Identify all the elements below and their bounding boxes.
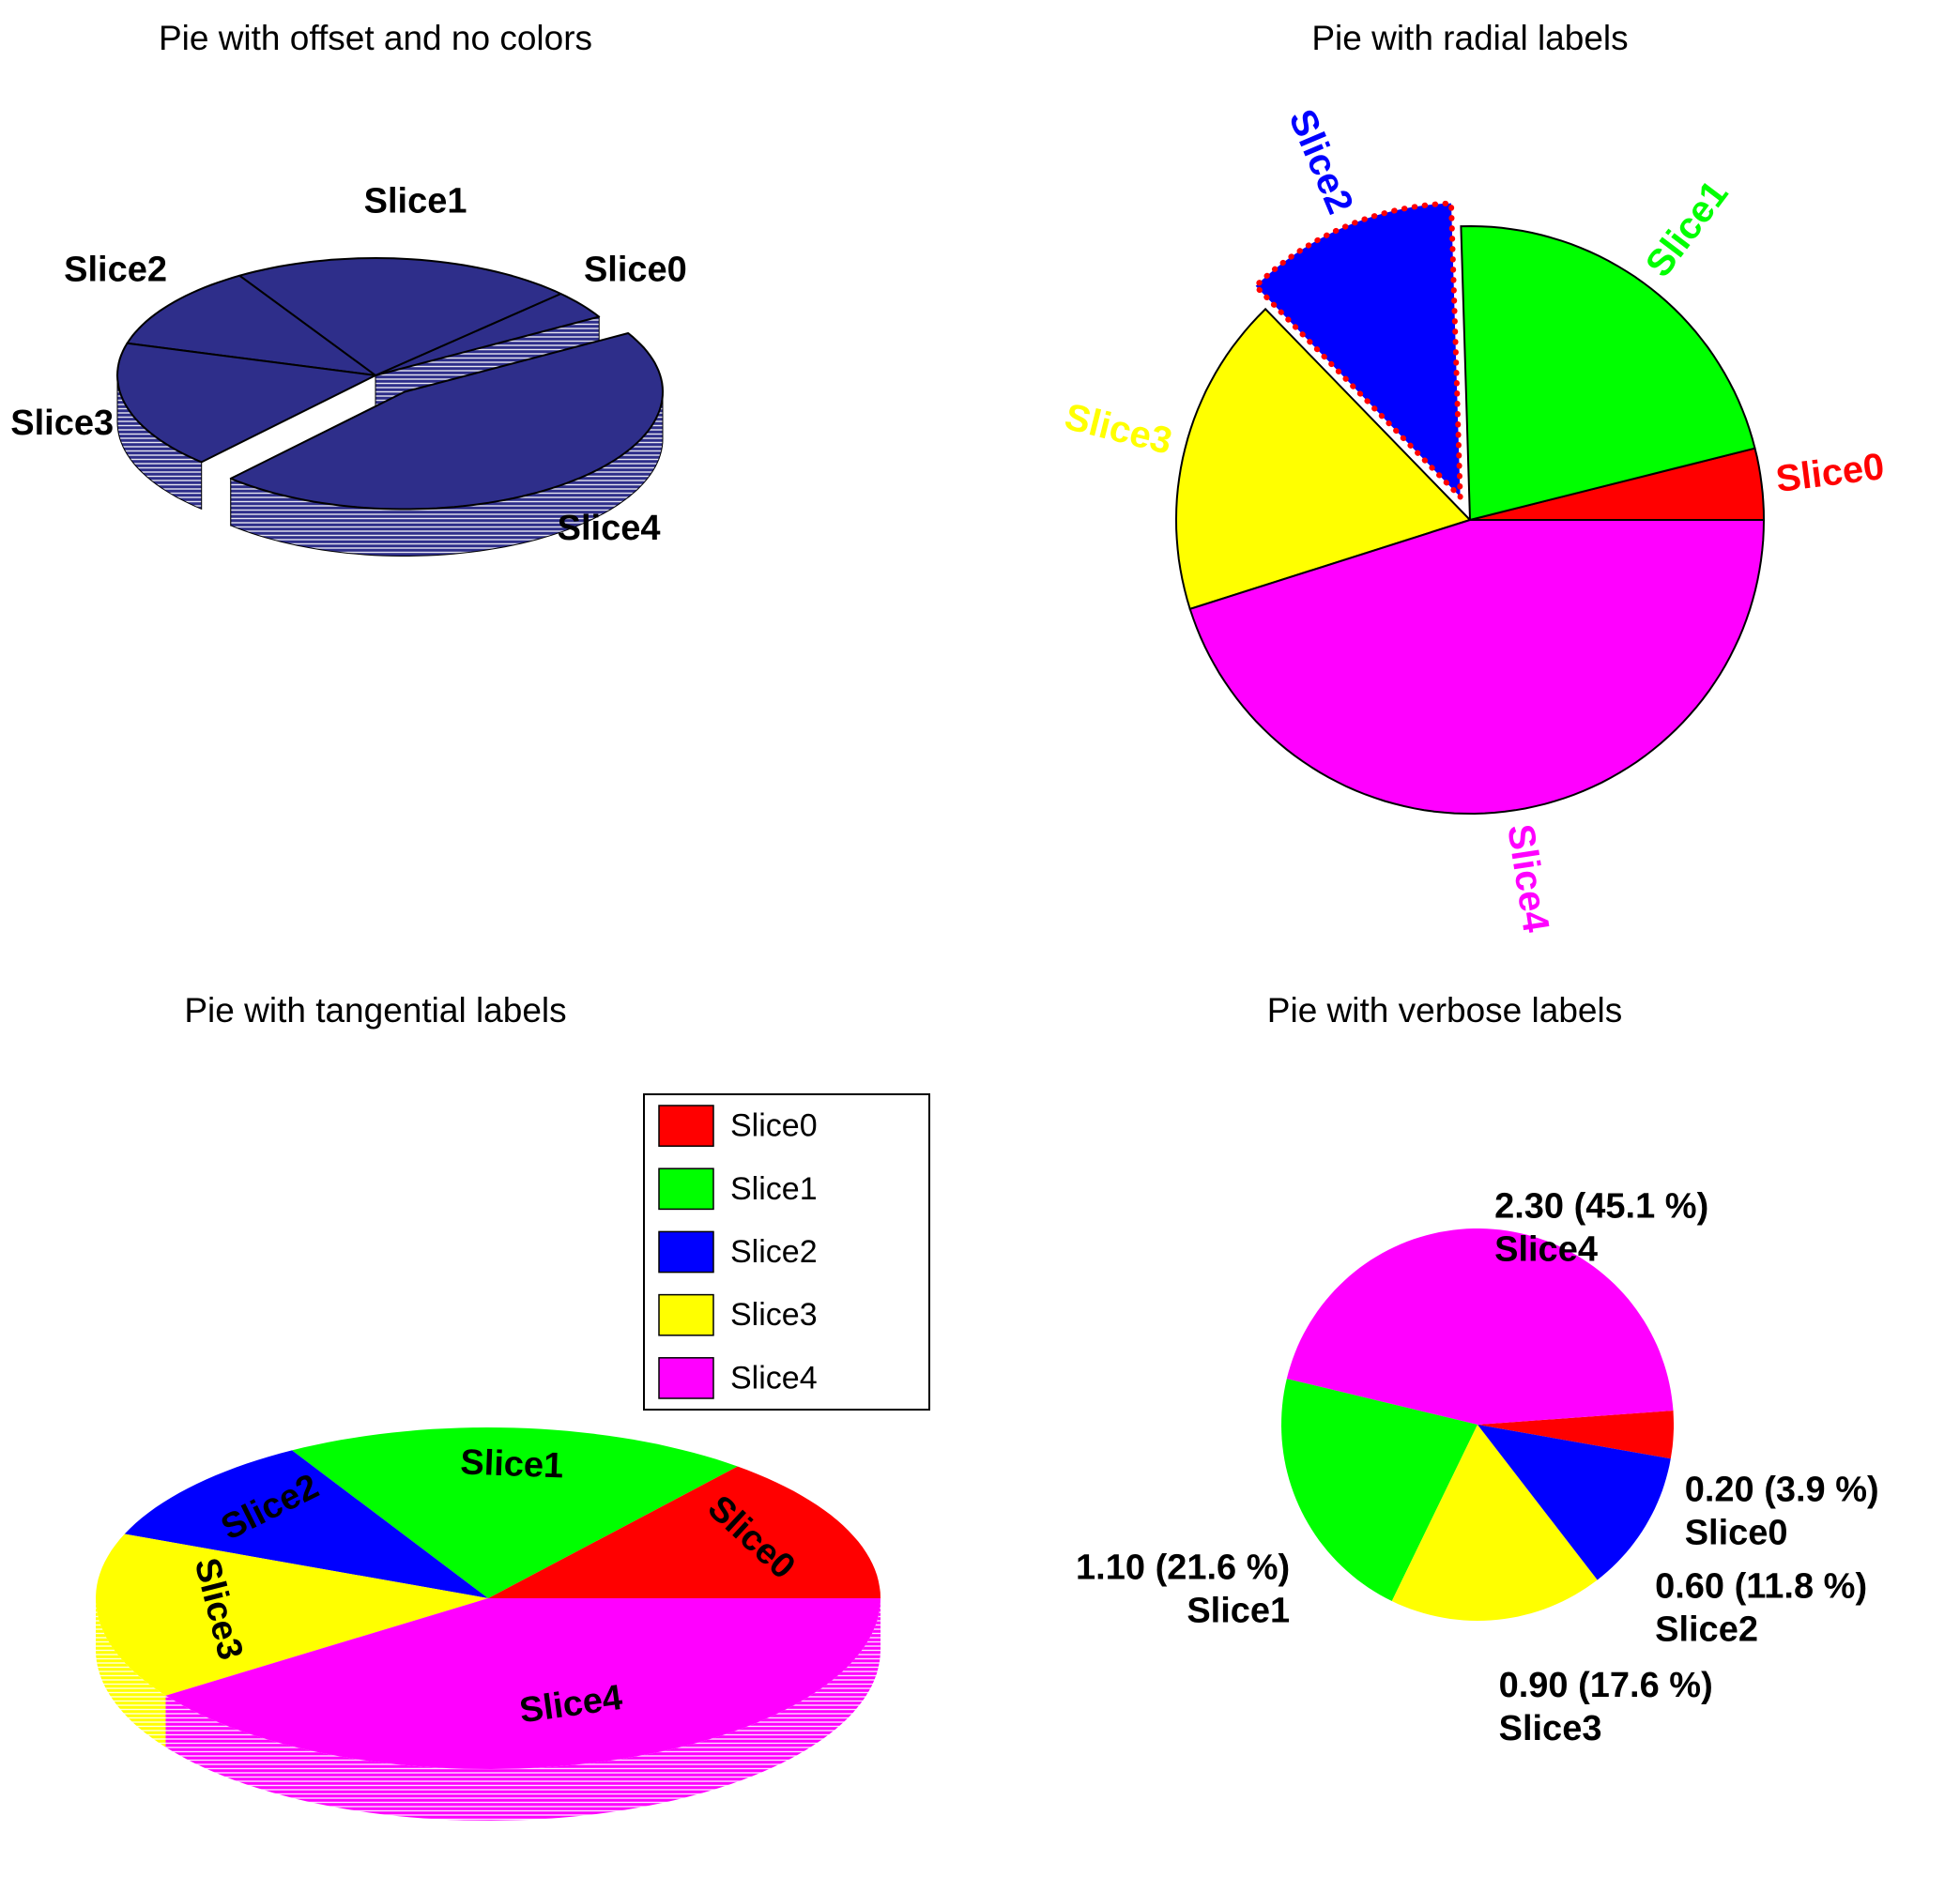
slice-label: Slice2	[64, 250, 167, 289]
pie-slice	[1188, 519, 1766, 816]
pie-slice-exploded	[229, 332, 664, 511]
slice-value-label: 0.20 (3.9 %)	[1685, 1470, 1879, 1509]
slice-label: Slice4	[558, 509, 661, 548]
slice-label: Slice4	[1494, 1230, 1598, 1270]
slice-label: Slice3	[10, 404, 114, 443]
slice-value-label: 0.90 (17.6 %)	[1499, 1666, 1713, 1705]
pie-verbose-labels-canvas: 0.20 (3.9 %) Slice0 1.10 (21.6 %) Slice1 0.6…	[1076, 1187, 1879, 1748]
slice-label: Slice2	[1280, 103, 1361, 220]
legend-label: Slice1	[730, 1171, 818, 1207]
pie-offset-no-colors-canvas: Slice0 Slice1 Slice2 Slice3 Slice4	[10, 181, 687, 557]
slice-label: Slice1	[364, 181, 467, 221]
legend-swatch	[658, 1293, 714, 1336]
slice-label: Slice4	[1499, 821, 1556, 936]
pie-slice	[488, 1466, 880, 1598]
slice-label: Slice0	[584, 250, 687, 289]
slice-label: Slice1	[460, 1442, 564, 1486]
quadrant-pie-tangential-labels: Pie with tangential labels Slice0 Slice1 S…	[0, 946, 980, 1892]
legend-label: Slice3	[730, 1297, 818, 1333]
pie-slice	[1281, 1379, 1478, 1601]
pie-slice	[1391, 1425, 1598, 1621]
slice-label: Slice1	[1638, 174, 1737, 285]
legend-label: Slice4	[730, 1360, 818, 1396]
pie-slice-exploded	[1252, 200, 1463, 500]
legend-swatch	[658, 1167, 714, 1211]
legend-swatch	[658, 1357, 714, 1399]
legend-swatch	[658, 1230, 714, 1274]
slice-label: Slice3	[1499, 1709, 1602, 1748]
pie-side	[165, 1598, 880, 1821]
slice-label: Slice0	[1773, 446, 1886, 500]
pie-slice	[96, 1533, 488, 1696]
pie-slice	[116, 342, 376, 464]
slice-value-label: 2.30 (45.1 %)	[1494, 1187, 1708, 1227]
quadrant-pie-offset-no-colors: Pie with offset and no colors Slice0 Slic…	[0, 0, 980, 946]
pie-slice	[238, 257, 562, 376]
slice-value-label: 1.10 (21.6 %)	[1076, 1548, 1290, 1587]
pie-slice	[375, 293, 601, 376]
pie-slice	[1174, 307, 1472, 611]
pie-slice	[1478, 1425, 1671, 1580]
legend-label: Slice0	[730, 1108, 818, 1144]
chart-title-radial-labels: Pie with radial labels	[1311, 19, 1629, 57]
pie-slice	[1478, 1411, 1674, 1459]
chart-title-verbose-labels: Pie with verbose labels	[1266, 991, 1623, 1030]
quadrant-pie-radial-labels: Pie with radial labels Slice0 Slice1 Slice…	[980, 0, 1960, 946]
pie-side	[96, 1598, 166, 1747]
slice-value-label: 0.60 (11.8 %)	[1655, 1566, 1867, 1606]
pie-slice	[1460, 224, 1756, 522]
pie-slice	[124, 1450, 488, 1598]
pie-radial-labels-canvas: Slice0 Slice1 Slice2 Slice3 Slice4	[1061, 103, 1887, 936]
legend-swatch	[658, 1105, 714, 1147]
quadrant-pie-verbose-labels: Pie with verbose labels 0.20 (3.9 %) Slic…	[980, 946, 1960, 1892]
slice-label: Slice0	[1685, 1513, 1788, 1552]
pie-tangential-labels-canvas: Slice0Slice1Slice2Slice3Slice4Slice0Slic…	[96, 1093, 930, 1821]
legend-label: Slice2	[730, 1234, 818, 1270]
slice-label: Slice3	[1061, 396, 1176, 463]
pie-slice	[1286, 1228, 1674, 1425]
chart-title-tangential-labels: Pie with tangential labels	[184, 991, 567, 1030]
chart-title-offset-no-colors: Pie with offset and no colors	[158, 19, 593, 57]
pie-slice	[165, 1598, 880, 1769]
slice-label: Slice2	[1655, 1610, 1758, 1649]
pie-slice	[292, 1427, 738, 1598]
slice-label: Slice1	[1187, 1591, 1290, 1630]
